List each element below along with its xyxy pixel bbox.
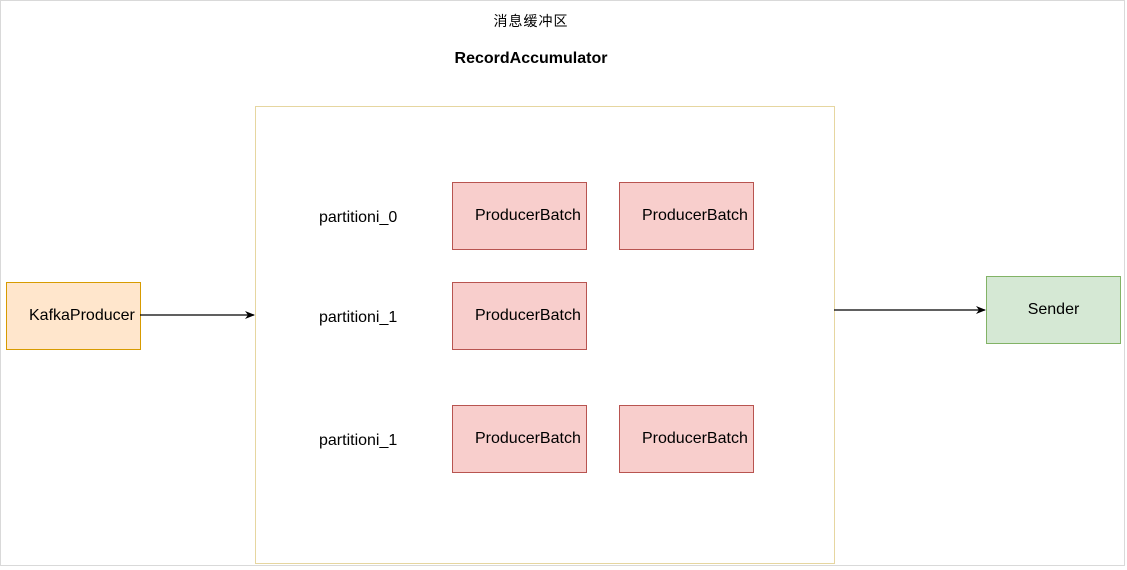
partition-label-0: partitioni_0 bbox=[319, 209, 398, 226]
producer-batch-p1-b0: ProducerBatch bbox=[452, 282, 587, 350]
producer-batch-p0-b0: ProducerBatch bbox=[452, 182, 587, 250]
producer-batch-label: ProducerBatch bbox=[475, 430, 581, 447]
diagram-title-chinese: 消息缓冲区 bbox=[493, 14, 569, 30]
kafka-producer-label: KafkaProducer bbox=[29, 307, 135, 324]
producer-batch-label: ProducerBatch bbox=[475, 307, 581, 324]
producer-batch-label: ProducerBatch bbox=[642, 430, 748, 447]
producer-batch-p2-b1: ProducerBatch bbox=[619, 405, 754, 473]
sender-node: Sender bbox=[986, 276, 1121, 344]
producer-batch-label: ProducerBatch bbox=[475, 207, 581, 224]
producer-batch-p0-b1: ProducerBatch bbox=[619, 182, 754, 250]
producer-batch-p2-b0: ProducerBatch bbox=[452, 405, 587, 473]
partition-label-2: partitioni_1 bbox=[319, 432, 398, 449]
sender-label: Sender bbox=[1027, 301, 1080, 318]
kafka-producer-node: KafkaProducer bbox=[6, 282, 141, 350]
producer-batch-label: ProducerBatch bbox=[642, 207, 748, 224]
partition-label-1: partitioni_1 bbox=[319, 309, 398, 326]
diagram-title: RecordAccumulator bbox=[454, 50, 608, 67]
